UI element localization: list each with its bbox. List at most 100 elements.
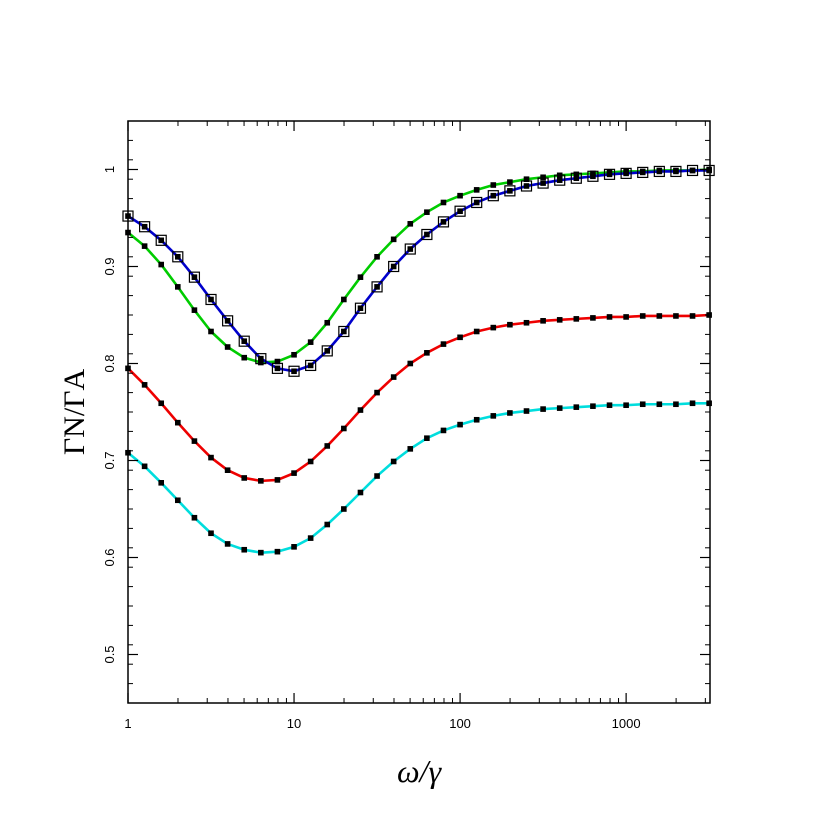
- series-2-point: [421, 228, 433, 241]
- series-1-point: [191, 274, 198, 280]
- series-2-point: [238, 335, 250, 347]
- series-0-point: [523, 176, 530, 182]
- series-0-point: [440, 199, 447, 206]
- series-3-point: [241, 475, 248, 481]
- x-tick-label: 100: [449, 716, 471, 731]
- series-2-point: [354, 302, 367, 314]
- series-0-point: [307, 339, 314, 345]
- series-3-point: [158, 400, 165, 407]
- series-1-point: [158, 237, 165, 244]
- series-2-point: [371, 281, 383, 293]
- series-1-point: [623, 170, 629, 177]
- series-2-point: [338, 325, 350, 338]
- series-0-point: [573, 171, 580, 178]
- series-0-point: [374, 254, 380, 260]
- y-tick-label: 0.5: [102, 645, 117, 663]
- series-4-point: [357, 489, 364, 496]
- series-2-point: [305, 359, 317, 372]
- series-0-point: [274, 358, 281, 365]
- series-2-point: [222, 315, 234, 327]
- series-4-point: [689, 400, 696, 407]
- series-0-point: [241, 354, 248, 361]
- series-1-point: [689, 167, 696, 174]
- series-4-point: [407, 446, 414, 452]
- series-3-point: [507, 321, 513, 328]
- series-3-point: [175, 419, 181, 426]
- series-4-point: [556, 405, 563, 411]
- series-3-point: [191, 438, 198, 444]
- series-1-point: [291, 368, 297, 375]
- series-3-point: [357, 407, 364, 413]
- series-0-point: [341, 296, 347, 303]
- series-1-point: [341, 328, 347, 335]
- series-0-point: [208, 328, 214, 335]
- series-4-point: [291, 544, 297, 550]
- series-3-point: [307, 458, 314, 465]
- series-3-point: [656, 313, 663, 319]
- series-3-point: [424, 350, 430, 356]
- series-3-point: [258, 478, 264, 484]
- series-4-point: [673, 401, 679, 408]
- y-axis-label-text: ΓN/ΓA: [58, 368, 91, 455]
- series-4-point: [224, 541, 231, 547]
- series-2-point: [587, 170, 599, 182]
- y-tick-label: 0.7: [102, 451, 117, 469]
- series-2-point: [437, 216, 450, 228]
- series-2-point: [321, 345, 333, 357]
- series-3-point: [374, 389, 380, 396]
- series-1-point: [224, 318, 231, 324]
- x-tick-label: 1: [124, 716, 131, 731]
- series-2-point: [620, 167, 632, 179]
- series-4-point: [390, 458, 397, 465]
- series-0-point: [507, 179, 513, 185]
- series-3-point: [606, 314, 613, 320]
- series-2-point: [504, 185, 516, 197]
- series-2-point: [139, 221, 151, 233]
- series-0-point: [291, 351, 297, 358]
- series-4-point: [241, 546, 248, 553]
- series-1-point: [390, 263, 397, 270]
- series-3-point: [590, 315, 596, 321]
- series-1-point: [208, 296, 214, 303]
- series-3-point: [673, 313, 679, 319]
- series-4-point: [341, 506, 347, 512]
- series-0-point: [175, 284, 181, 290]
- series-3-point: [556, 317, 563, 323]
- series-2-point: [603, 168, 616, 180]
- series-0-point: [158, 261, 165, 268]
- series-4-point: [457, 421, 463, 428]
- series-4-point: [523, 408, 530, 414]
- series-4-point: [507, 410, 513, 416]
- series-4-point: [490, 413, 497, 419]
- series-3-point: [208, 454, 214, 461]
- series-3-point: [623, 314, 629, 320]
- series-4-point: [473, 416, 480, 423]
- series-0-point: [324, 319, 331, 326]
- series-2-point: [188, 271, 201, 283]
- series-0-point: [473, 187, 480, 193]
- series-3-point: [573, 316, 580, 322]
- series-1-point: [357, 305, 364, 312]
- series-4-point: [540, 406, 546, 412]
- series-1-point: [606, 171, 613, 178]
- series-3-point: [291, 470, 297, 476]
- series-3-point: [639, 313, 646, 319]
- y-tick-label: 1: [102, 166, 117, 173]
- x-tick-label: 1000: [612, 716, 641, 731]
- series-3-point: [540, 318, 546, 324]
- series-2-point: [703, 164, 715, 177]
- series-4-point: [274, 548, 281, 555]
- series-4-point: [324, 521, 331, 528]
- series-0-point: [407, 221, 414, 227]
- series-1-point: [639, 169, 646, 176]
- y-axis-label: ΓN/ΓA: [58, 368, 91, 455]
- series-2-point: [520, 180, 533, 192]
- series-0-point: [191, 307, 198, 313]
- marker-layer: [122, 164, 715, 556]
- series-0-point: [141, 243, 148, 249]
- series-1-point: [141, 223, 148, 230]
- series-1-point: [573, 175, 580, 182]
- series-3-point: [341, 425, 347, 432]
- series-1-point: [440, 219, 447, 225]
